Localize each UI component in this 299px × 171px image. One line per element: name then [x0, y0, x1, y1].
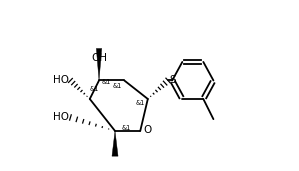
Polygon shape — [112, 131, 118, 156]
Text: &1: &1 — [122, 125, 131, 131]
Text: &1: &1 — [136, 100, 145, 106]
Text: S: S — [170, 75, 176, 86]
Text: HO: HO — [54, 113, 69, 122]
Polygon shape — [96, 49, 102, 80]
Text: &1: &1 — [102, 80, 111, 86]
Text: O: O — [143, 125, 152, 135]
Text: &1: &1 — [90, 86, 99, 92]
Text: HO: HO — [54, 75, 69, 86]
Text: OH: OH — [91, 53, 107, 63]
Text: &1: &1 — [112, 83, 121, 89]
